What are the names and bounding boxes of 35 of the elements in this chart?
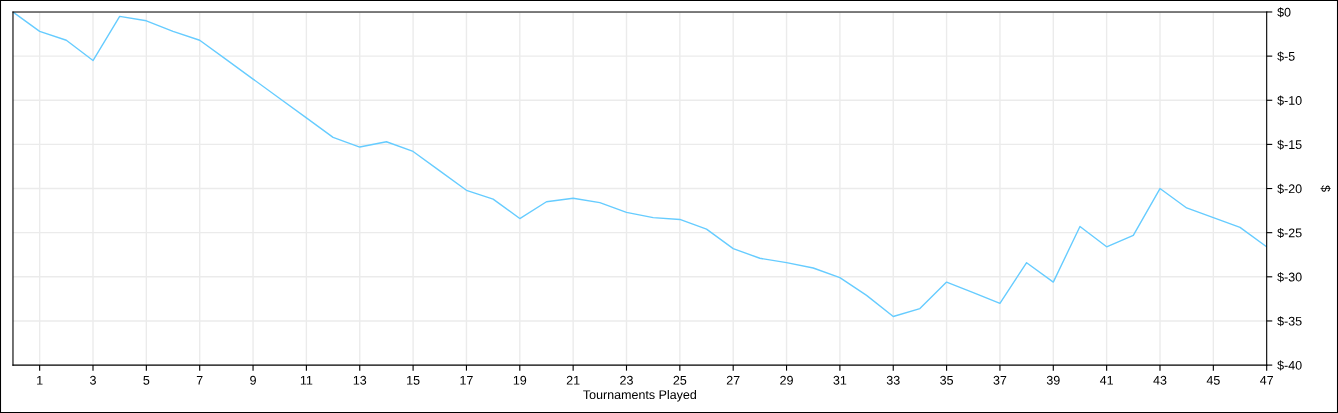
x-tick-label: 41	[1099, 375, 1113, 385]
x-tick-label: 7	[196, 375, 203, 385]
x-tick-label: 35	[940, 375, 954, 385]
x-tick-label: 39	[1046, 375, 1060, 385]
y-axis-title: $	[1320, 185, 1331, 192]
x-tick-label: 17	[460, 375, 473, 385]
x-tick-label: 23	[620, 375, 633, 385]
x-tick-label: 15	[407, 375, 420, 385]
x-axis-title: Tournaments Played	[583, 389, 696, 402]
y-tick-label: $0	[1277, 7, 1291, 18]
y-tick-label: $-35	[1277, 316, 1302, 327]
x-tick-label: 47	[1260, 375, 1274, 385]
x-tick-label: 5	[143, 375, 150, 385]
y-tick-label: $-5	[1277, 51, 1295, 62]
x-tick-label: 11	[300, 375, 313, 385]
y-tick-label: $-20	[1277, 183, 1302, 194]
y-tick-label: $-15	[1277, 139, 1302, 150]
y-tick-label: $-30	[1277, 272, 1302, 283]
x-tick-label: 43	[1153, 375, 1167, 385]
x-tick-label: 19	[513, 375, 527, 385]
x-tick-label: 13	[353, 375, 367, 385]
x-tick-label: 45	[1206, 375, 1220, 385]
x-tick-label: 9	[250, 375, 256, 385]
y-tick-label: $-40	[1277, 360, 1302, 371]
x-tick-label: 29	[780, 375, 793, 385]
x-tick-label: 1	[37, 375, 43, 385]
x-tick-label: 25	[673, 375, 687, 385]
x-tick-label: 31	[833, 375, 847, 385]
x-tick-label: 21	[566, 375, 580, 385]
y-tick-label: $-25	[1277, 227, 1302, 239]
x-tick-label: 33	[886, 375, 900, 385]
x-tick-label: 27	[726, 375, 740, 385]
y-tick-label: $-10	[1277, 95, 1302, 106]
x-tick-label: 37	[993, 375, 1007, 385]
x-tick-label: 3	[90, 375, 96, 385]
